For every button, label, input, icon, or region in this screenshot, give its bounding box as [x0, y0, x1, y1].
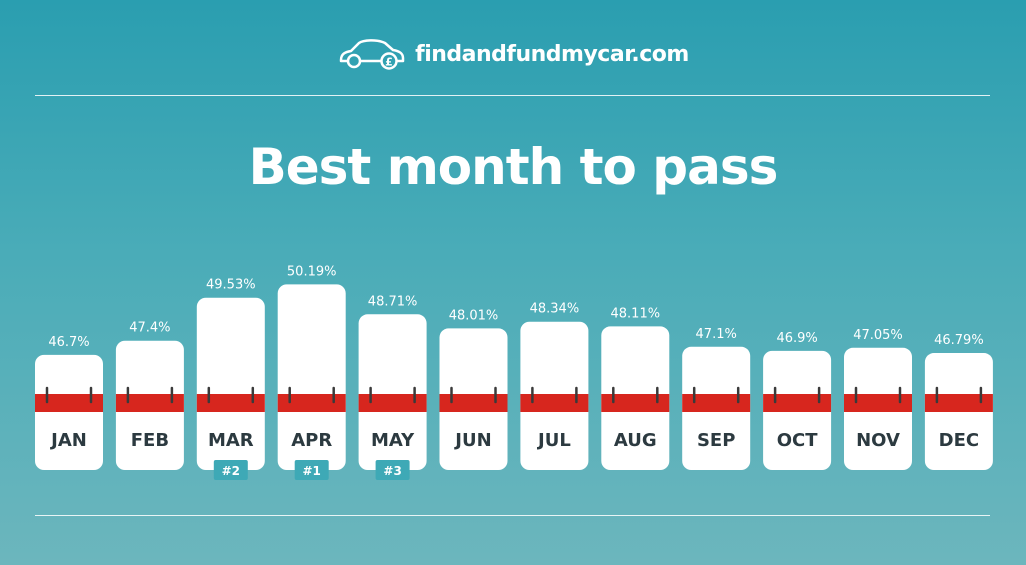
tick-label-jan: JAN [49, 430, 87, 451]
calendar-band-aug [601, 394, 670, 412]
data-label-jun: 48.01% [449, 308, 499, 323]
data-label-sep: 47.1% [696, 327, 737, 342]
bar-oct: OCT 46.9% [763, 331, 832, 470]
tick-label-aug: AUG [614, 430, 657, 451]
tick-label-jun: JUN [453, 430, 491, 451]
tick-label-nov: NOV [856, 430, 900, 451]
tick-label-jul: JUL [536, 430, 571, 451]
calendar-band-sep [682, 394, 751, 412]
bar-may: MAY 48.71% [358, 294, 427, 470]
data-label-apr: 50.19% [287, 264, 337, 279]
bar-nov: NOV 47.05% [844, 328, 912, 470]
data-label-jan: 46.7% [48, 335, 89, 350]
rank-label-mar: #2 [222, 464, 240, 478]
bar-card-apr [277, 284, 346, 470]
data-label-jul: 48.34% [530, 302, 580, 317]
rank-badge-apr [294, 460, 329, 480]
tick-label-mar: MAR [208, 430, 254, 451]
rank-badge-mar [213, 460, 248, 480]
data-label-oct: 46.9% [776, 331, 817, 346]
data-label-aug: 48.11% [611, 306, 661, 321]
calendar-band-may [358, 394, 427, 412]
top-divider [35, 95, 990, 96]
tick-label-dec: DEC [939, 430, 979, 451]
bar-feb: FEB 47.4% [115, 321, 184, 470]
tick-label-may: MAY [371, 430, 415, 451]
calendar-band-apr [277, 394, 346, 412]
page-title: Best month to pass [248, 138, 779, 196]
calendar-band-dec [924, 394, 993, 412]
rank-label-apr: #1 [302, 464, 320, 478]
tick-label-feb: FEB [131, 430, 169, 451]
calendar-band-nov [844, 394, 912, 412]
bar-apr: APR 50.19% [277, 264, 346, 470]
data-label-mar: 49.53% [206, 278, 256, 293]
calendar-band-jan [35, 394, 103, 412]
data-label-may: 48.71% [368, 294, 418, 309]
data-label-feb: 47.4% [129, 321, 170, 336]
bar-jun: JUN 48.01% [439, 308, 508, 470]
brand-logo: £ findandfundmycar.com [0, 34, 1026, 74]
data-label-dec: 46.79% [934, 333, 984, 348]
bar-card-may [358, 314, 427, 470]
bar-aug: AUG 48.11% [601, 306, 670, 470]
rank-label-may: #3 [383, 464, 401, 478]
tick-label-apr: APR [291, 430, 332, 451]
calendar-band-mar [196, 394, 265, 412]
tick-label-sep: SEP [697, 430, 735, 451]
tick-label-oct: OCT [777, 430, 819, 451]
bottom-divider [35, 515, 990, 516]
calendar-band-jun [439, 394, 508, 412]
brand-name: findandfundmycar.com [415, 41, 689, 67]
bar-card-mar [196, 297, 265, 470]
calendar-band-jul [520, 394, 589, 412]
bar-dec: DEC 46.79% [924, 333, 993, 470]
bar-sep: SEP 47.1% [682, 327, 751, 470]
bar-mar: MAR 49.53% [196, 278, 265, 470]
bar-jul: JUL 48.34% [520, 302, 589, 470]
car-pound-icon: £ [339, 39, 405, 70]
bar-jan: JAN 46.7% [35, 335, 103, 470]
calendar-band-feb [115, 394, 184, 412]
calendar-band-oct [763, 394, 832, 412]
data-label-nov: 47.05% [853, 328, 903, 343]
bar-card-jan [35, 354, 103, 470]
rank-badge-may [375, 460, 410, 480]
svg-text:£: £ [385, 56, 393, 69]
